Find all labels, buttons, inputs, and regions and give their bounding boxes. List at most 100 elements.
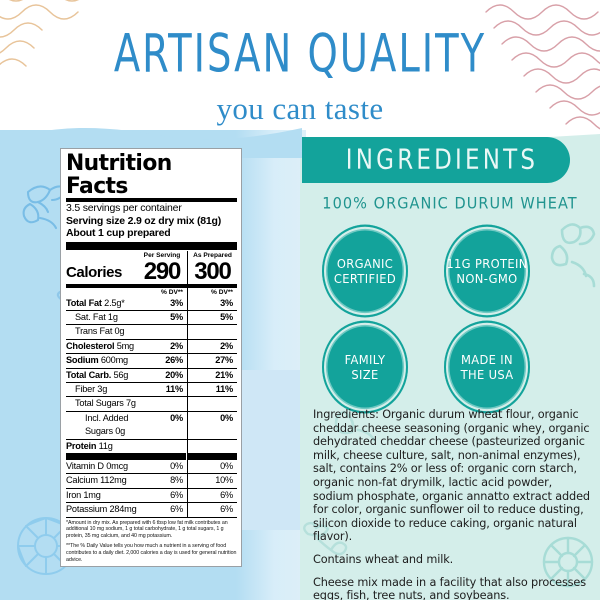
nutrient-row: Cholesterol 5mg 2% 2% [66,338,237,354]
nutrient-name: Sat. Fat 1g [75,311,118,322]
divider [66,452,237,460]
nutrient-row: Trans Fat 0g [66,324,237,339]
badge-protein-non-gmo: 11G PROTEIN NON-GMO [444,224,530,318]
calories-as-prepared-value: 300 [187,259,237,284]
nutrient-dv-as-prepared: 27% [187,354,237,368]
column-header-per-serving: Per Serving [143,251,181,259]
nutrient-dv-per-serving [137,325,187,338]
nutrient-row: Total Carb. 56g 20% 21% [66,367,237,382]
organic-wheat-tagline: 100% ORGANIC DURUM WHEAT [322,195,578,213]
nutrient-name: Incl. Added Sugars 0g [85,412,129,437]
badge-line-2: THE USA [460,367,514,383]
divider [66,283,237,288]
calories-row: Calories 290 300 [66,257,237,285]
divider-segment [66,452,186,460]
vitamin-row: Vitamin D 0mcg 0% 0% [66,459,237,474]
nutrient-row: Total Fat 2.5g* 3% 3% [66,296,237,310]
nutrient-name: Sodium 600mg [66,355,128,366]
calorie-column-headers: Per Serving As Prepared [66,250,237,260]
nutrient-name: Cholesterol 5mg [66,340,134,351]
nutrient-dv-as-prepared: 5% [187,310,237,325]
vitamin-dv-per-serving: 6% [170,504,183,515]
badge-line-2: CERTIFIED [333,271,397,287]
nutrient-dv-per-serving: 3% [170,297,183,308]
badge-line-1: FAMILY [344,351,386,367]
nutrient-dv-per-serving: 5% [170,311,183,322]
nutrient-dv-per-serving [137,440,187,453]
vitamin-name: Calcium 112mg [66,475,127,486]
vitamin-dv-as-prepared: 6% [187,488,237,503]
nutrient-dv-as-prepared [187,397,237,411]
badge-family-size: FAMILY SIZE [322,320,408,414]
vitamin-row: Calcium 112mg 8% 10% [66,473,237,488]
nutrition-facts-title: Nutrition Facts [66,150,172,199]
serving-prepared-note: About 1 cup prepared [66,227,171,239]
header-block: ARTISAN QUALITY you can taste [0,24,600,126]
ingredients-paragraph: Ingredients: Organic durum wheat flour, … [313,408,590,544]
daily-value-header-row: % DV** % DV** [66,287,237,297]
nutrition-facts-label: Nutrition Facts 3.5 servings per contain… [60,148,242,568]
nutrient-name: Protein 11g [66,440,113,451]
servings-per-container: 3.5 servings per container [66,202,182,214]
vitamin-name: Vitamin D 0mcg [66,460,128,471]
nutrient-dv-as-prepared: 11% [187,382,237,397]
nutrient-dv-per-serving: 2% [170,340,183,351]
footnote-amount-in-dry-mix: *Amount in dry mix. As prepared with 6 t… [66,519,228,539]
vitamin-dv-per-serving: 8% [170,475,183,486]
nutrient-row: Total Sugars 7g [66,396,237,411]
vitamin-dv-as-prepared: 10% [187,474,237,488]
footnote-daily-value: **The % Daily Value tells you how much a… [66,543,237,563]
nutrient-dv-per-serving: 0% [170,412,183,423]
vitamin-dv-per-serving: 6% [170,489,183,500]
nutrient-dv-as-prepared: 0% [187,411,237,439]
nutrient-name: Total Carb. 56g [66,369,129,380]
badge-line-1: MADE IN [460,351,513,367]
vitamin-rows: Vitamin D 0mcg 0% 0% Calcium 112mg 8% 10% Iron… [66,459,237,517]
dv-header-per-serving: % DV** [161,288,183,296]
nutrient-dv-as-prepared: 2% [187,339,237,354]
page-title: ARTISAN QUALITY [113,22,487,85]
dv-header-as-prepared: % DV** [187,287,237,297]
nutrient-dv-per-serving: 26% [165,355,183,366]
nutrient-name: Trans Fat 0g [75,326,125,337]
divider [66,516,237,518]
nutrient-name: Total Fat 2.5g* [66,297,125,308]
nutrient-name: Fiber 3g [75,383,108,394]
badge-line-1: ORGANIC [336,255,394,271]
ingredients-text-block: Ingredients: Organic durum wheat flour, … [313,408,593,600]
vitamin-name: Potassium 284mg [66,504,137,515]
spacer [66,251,137,260]
nutrient-dv-as-prepared [187,325,237,339]
vitamin-row: Iron 1mg 6% 6% [66,487,237,503]
nutrient-row: Fiber 3g 11% 11% [66,381,237,397]
ingredients-banner-label: INGREDIENTS [345,144,539,176]
nutrient-rows: Total Fat 2.5g* 3% 3% Sat. Fat 1g 5% 5% Trans … [66,296,237,453]
badge-grid: ORGANIC CERTIFIED 11G PROTEIN NON-GMO FA… [322,224,576,414]
nutrient-dv-as-prepared: 3% [187,296,237,310]
divider-segment [187,452,237,460]
vitamin-dv-per-serving: 0% [170,460,183,471]
vitamin-row: Potassium 284mg 6% 6% [66,502,237,517]
vitamin-name: Iron 1mg [66,489,101,500]
nutrient-dv-as-prepared: 21% [187,368,237,382]
nutrient-dv-as-prepared [187,439,237,453]
spacer [66,288,137,297]
serving-size: Serving size 2.9 oz dry mix (81g) [66,214,222,227]
nutrient-row: Incl. Added Sugars 0g 0% 0% [66,410,237,439]
ingredients-banner: INGREDIENTS [302,137,570,183]
vitamin-dv-as-prepared: 0% [187,459,237,474]
badge-organic-certified: ORGANIC CERTIFIED [322,224,408,318]
badge-line-2: SIZE [351,367,379,383]
page-subtitle: you can taste [216,91,384,126]
nutrient-dv-per-serving: 11% [165,383,183,394]
nutrient-name: Total Sugars 7g [75,398,136,409]
calories-label: Calories [66,263,122,281]
nutrient-row: Protein 11g [66,438,237,453]
nutrient-row: Sodium 600mg 26% 27% [66,353,237,368]
nutrient-dv-per-serving: 20% [165,369,183,380]
badge-line-1: 11G PROTEIN [446,255,528,271]
allergen-facility-statement: Cheese mix made in a facility that also … [313,575,586,600]
divider [66,198,237,202]
calories-per-serving-value: 290 [143,257,182,285]
